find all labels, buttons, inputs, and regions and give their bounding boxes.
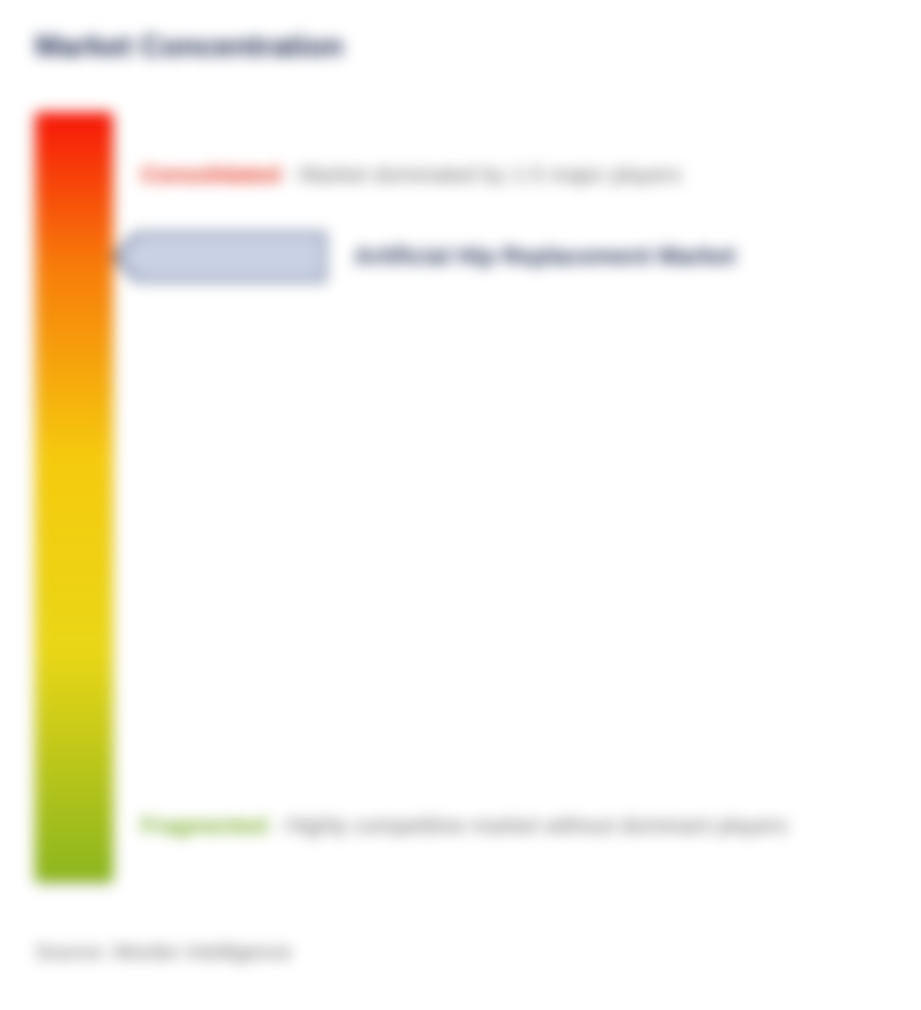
gradient-scale-bar — [35, 112, 113, 882]
fragmented-lead: Fragmented — [141, 813, 267, 838]
market-marker-row: Artificial Hip Replacement Market — [136, 232, 735, 282]
consolidated-lead: Consolidated — [141, 162, 280, 187]
main-row: Consolidated - Market dominated by 1-5 m… — [35, 112, 886, 882]
annotations-column: Consolidated - Market dominated by 1-5 m… — [141, 112, 886, 882]
consolidated-annotation: Consolidated - Market dominated by 1-5 m… — [141, 162, 876, 188]
chart-title: Market Concentration — [35, 30, 886, 64]
source-attribution: Source: Mordor Intelligence — [35, 941, 292, 965]
infographic-container: Market Concentration Consolidated - Mark… — [0, 0, 921, 1010]
market-marker-label: Artificial Hip Replacement Market — [354, 243, 735, 271]
marker-arrow-box — [136, 232, 326, 282]
fragmented-rest: - Highly competitive market without domi… — [273, 813, 788, 838]
fragmented-annotation: Fragmented - Highly competitive market w… — [141, 805, 846, 847]
consolidated-rest: - Market dominated by 1-5 major players — [286, 162, 681, 187]
marker-arrow-head-inner — [116, 235, 137, 279]
